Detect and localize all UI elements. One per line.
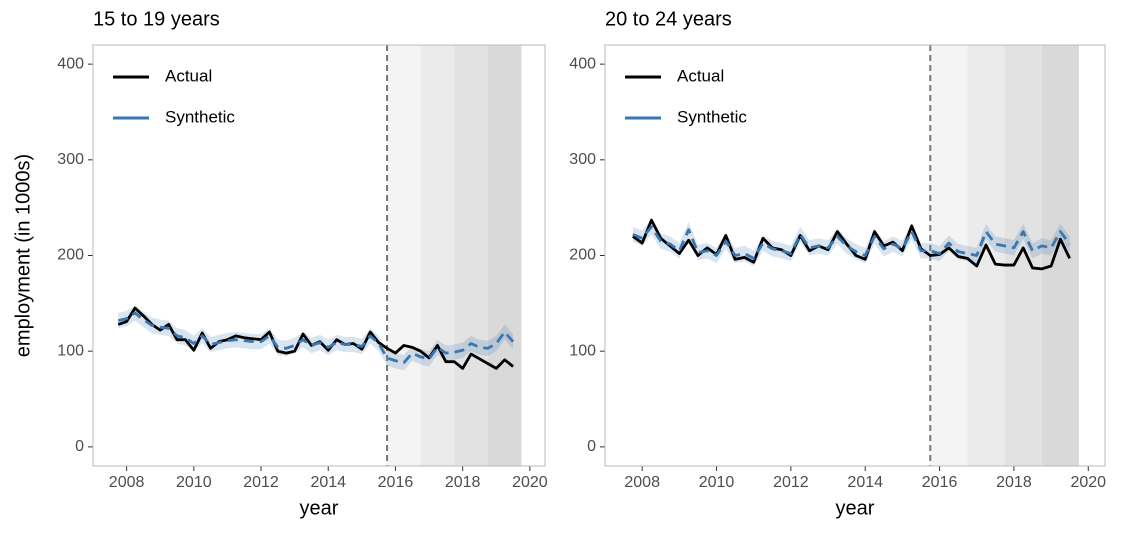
y-tick-label: 400 bbox=[57, 55, 84, 72]
x-tick-label: 2012 bbox=[773, 474, 809, 491]
x-tick-label: 2018 bbox=[445, 474, 481, 491]
y-tick-label: 0 bbox=[587, 438, 596, 455]
legend-label: Synthetic bbox=[677, 107, 747, 126]
x-axis-title: year bbox=[300, 497, 339, 519]
y-tick-label: 100 bbox=[57, 342, 84, 359]
legend-label: Actual bbox=[677, 66, 724, 85]
legend-label: Synthetic bbox=[165, 107, 235, 126]
panel-title: 15 to 19 years bbox=[93, 8, 220, 30]
series-line bbox=[632, 225, 1071, 260]
shaded-period bbox=[387, 45, 421, 466]
confidence-band bbox=[118, 305, 514, 371]
x-tick-label: 2014 bbox=[847, 474, 883, 491]
x-tick-label: 2012 bbox=[243, 474, 279, 491]
shaded-period bbox=[1004, 45, 1042, 466]
x-tick-label: 2014 bbox=[310, 474, 346, 491]
x-tick-label: 2020 bbox=[1070, 474, 1106, 491]
x-tick-label: 2010 bbox=[176, 474, 212, 491]
y-tick-label: 300 bbox=[57, 151, 84, 168]
shaded-period bbox=[454, 45, 488, 466]
y-axis-title: employment (in 1000s) bbox=[12, 154, 34, 357]
confidence-band bbox=[632, 219, 1070, 267]
shaded-period bbox=[420, 45, 455, 466]
x-tick-label: 2010 bbox=[699, 474, 735, 491]
panel-border bbox=[92, 44, 546, 467]
legend-label: Actual bbox=[165, 66, 212, 85]
shaded-period bbox=[1041, 45, 1079, 466]
y-tick-label: 300 bbox=[569, 151, 596, 168]
x-tick-label: 2016 bbox=[378, 474, 414, 491]
y-tick-label: 100 bbox=[569, 342, 596, 359]
y-tick-label: 0 bbox=[75, 438, 84, 455]
y-tick-label: 200 bbox=[57, 247, 84, 264]
x-tick-label: 2008 bbox=[624, 474, 660, 491]
x-tick-label: 2008 bbox=[109, 474, 145, 491]
panel-title: 20 to 24 years bbox=[605, 8, 732, 30]
panel-border bbox=[604, 44, 1106, 467]
y-tick-label: 400 bbox=[569, 55, 596, 72]
x-axis-title: year bbox=[836, 497, 875, 519]
shaded-period bbox=[487, 45, 522, 466]
x-tick-label: 2016 bbox=[922, 474, 958, 491]
x-tick-label: 2020 bbox=[512, 474, 548, 491]
series-line bbox=[117, 311, 515, 365]
x-tick-label: 2018 bbox=[996, 474, 1032, 491]
y-tick-label: 200 bbox=[569, 247, 596, 264]
